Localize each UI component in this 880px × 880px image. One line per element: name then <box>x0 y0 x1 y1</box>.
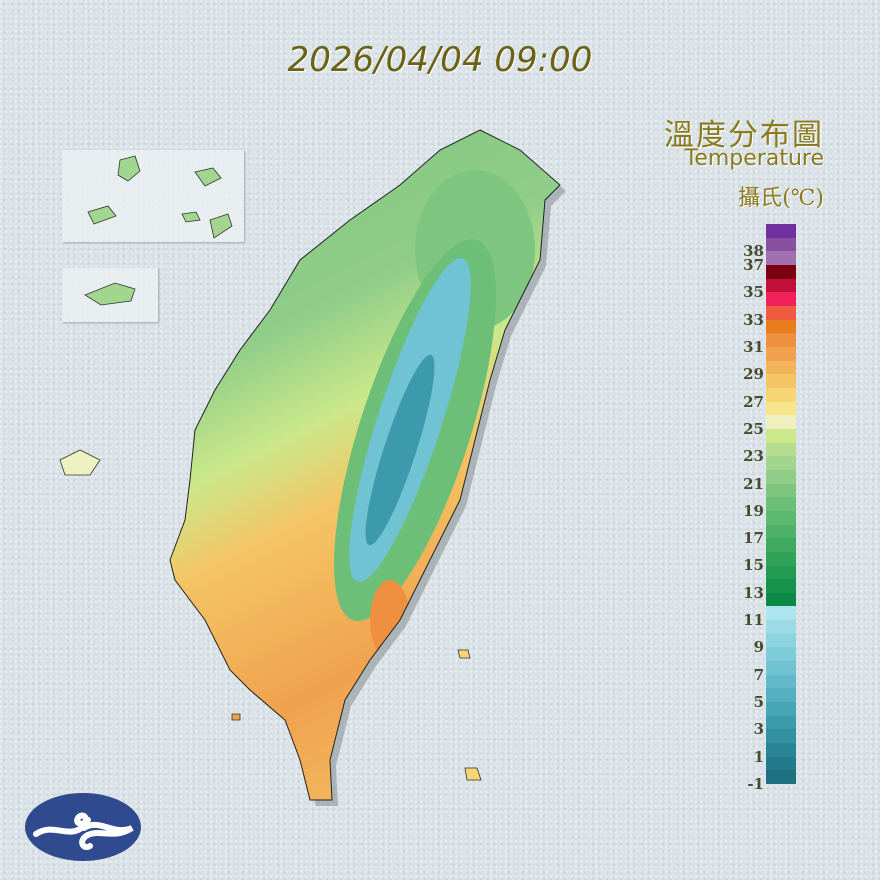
scale-step <box>766 674 796 689</box>
scale-label: 29 <box>743 365 764 384</box>
scale-step <box>766 592 796 607</box>
scale-step <box>766 633 796 648</box>
scale-label: 25 <box>743 419 764 438</box>
scale-label: 19 <box>743 501 764 520</box>
cwa-cloud-logo <box>25 793 141 861</box>
mountain-peak-area <box>365 354 435 546</box>
scale-label: 15 <box>743 556 764 575</box>
scale-step <box>766 278 796 293</box>
scale-step <box>766 387 796 402</box>
scale-step <box>766 374 796 388</box>
scale-label: 33 <box>743 310 764 329</box>
scale-label: 17 <box>743 529 764 548</box>
scale-step <box>766 688 796 703</box>
scale-label: 1 <box>753 747 764 766</box>
scale-step <box>766 565 796 580</box>
scale-label: 3 <box>753 720 764 739</box>
scale-step <box>766 538 796 552</box>
temperature-color-scale <box>766 224 796 784</box>
scale-step <box>766 770 796 784</box>
scale-step <box>766 442 796 457</box>
scale-step <box>766 265 796 279</box>
scale-step <box>766 483 796 498</box>
scale-step <box>766 510 796 525</box>
scale-step <box>766 237 796 252</box>
scale-step <box>766 456 796 470</box>
scale-step <box>766 702 796 716</box>
scale-label: 5 <box>753 693 764 712</box>
scale-label: 31 <box>743 337 764 356</box>
scale-label: 38 <box>743 242 764 261</box>
scale-step <box>766 647 796 662</box>
scale-step <box>766 224 796 238</box>
scale-step <box>766 579 796 593</box>
scale-step <box>766 743 796 757</box>
unit-label: 攝氏(℃) <box>738 186 824 211</box>
scale-label: 21 <box>743 474 764 493</box>
scale-label: 23 <box>743 447 764 466</box>
scale-step <box>766 251 796 266</box>
map-title-zh: 溫度分布圖 <box>664 118 824 153</box>
scale-label: 13 <box>743 583 764 602</box>
scale-step <box>766 415 796 429</box>
scale-step <box>766 319 796 334</box>
scale-step <box>766 729 796 744</box>
scale-step <box>766 428 796 443</box>
scale-step <box>766 401 796 416</box>
scale-label: -1 <box>747 775 764 793</box>
scale-label: 9 <box>753 638 764 657</box>
scale-step <box>766 469 796 484</box>
scale-step <box>766 606 796 621</box>
taiwan-outline <box>169 129 561 801</box>
scale-step <box>766 715 796 730</box>
scale-step <box>766 347 796 361</box>
outlying-islands <box>59 155 482 781</box>
map-title-en: Temperature <box>684 146 824 171</box>
scale-step <box>766 292 796 307</box>
scale-step <box>766 551 796 566</box>
scale-label: 7 <box>753 665 764 684</box>
scale-step <box>766 333 796 347</box>
scale-step <box>766 306 796 320</box>
scale-label: 37 <box>743 255 764 274</box>
scale-step <box>766 661 796 675</box>
scale-step <box>766 360 796 375</box>
map-timestamp: 2026/04/04 09:00 <box>287 40 593 80</box>
scale-label: 11 <box>743 611 764 630</box>
scale-step <box>766 524 796 539</box>
scale-label: 35 <box>743 283 764 302</box>
scale-step <box>766 620 796 634</box>
scale-label: 27 <box>743 392 764 411</box>
scale-step <box>766 497 796 511</box>
scale-step <box>766 756 796 771</box>
